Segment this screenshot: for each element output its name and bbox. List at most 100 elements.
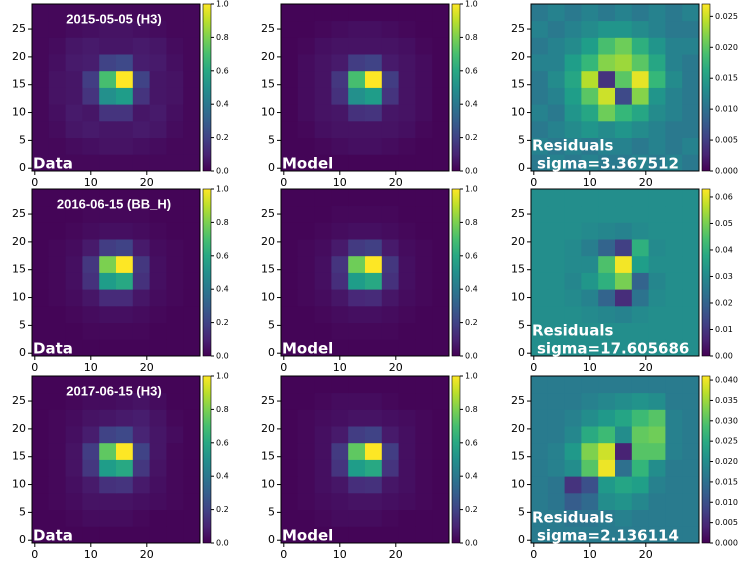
heatmap-cell [166, 426, 184, 444]
heatmap-cell [183, 239, 201, 257]
heatmap-cell [648, 289, 666, 307]
heatmap-cell [365, 339, 383, 357]
heatmap-cell [615, 426, 633, 444]
heatmap-cell [365, 87, 383, 105]
heatmap-cell [116, 442, 134, 460]
heatmap-cell [381, 255, 399, 273]
heatmap-cell [32, 526, 50, 544]
heatmap-cell [297, 409, 315, 427]
axes-frame [31, 375, 201, 544]
heatmap-cell [183, 54, 201, 72]
y-tick-label: 10 [511, 291, 525, 304]
y-tick-label: 20 [261, 50, 275, 63]
colorbar-tick-label: 0.0 [465, 539, 478, 548]
heatmap-cell [648, 70, 666, 88]
heatmap-cell [297, 154, 315, 172]
heatmap-cell [183, 392, 201, 410]
axes-frame [530, 188, 700, 357]
heatmap-cell [116, 87, 134, 105]
heatmap-cell [32, 222, 50, 240]
heatmap-cell [398, 322, 416, 340]
heatmap-cell [281, 376, 299, 394]
heatmap-cell [665, 272, 683, 290]
heatmap-cell [564, 459, 582, 477]
heatmap-cell [598, 4, 616, 22]
x-tick-label: 0 [280, 361, 287, 374]
heatmap-cell [564, 120, 582, 138]
heatmap-cell [314, 20, 332, 38]
heatmap-cell [132, 459, 150, 477]
heatmap-cell [314, 442, 332, 460]
heatmap-cell [99, 222, 117, 240]
colorbar-tick-label: 0.8 [465, 33, 478, 42]
heatmap-cell [331, 409, 349, 427]
y-tick-label: 25 [511, 22, 525, 35]
heatmap-cell [132, 70, 150, 88]
heatmap-cell [682, 442, 700, 460]
heatmap-cell [297, 376, 315, 394]
heatmap-cell [99, 120, 117, 138]
heatmap-cell [398, 87, 416, 105]
heatmap-cell [314, 476, 332, 494]
heatmap-cell [82, 222, 100, 240]
heatmap-cell [149, 305, 167, 323]
heatmap-cell [564, 137, 582, 155]
heatmap-cell [547, 20, 565, 38]
heatmap-cell [82, 392, 100, 410]
panel-annotation: Model [282, 155, 333, 173]
heatmap-cell [48, 476, 66, 494]
heatmap-cell [65, 120, 83, 138]
heatmap-cell [598, 376, 616, 394]
colorbar-tick-label: 0.6 [465, 438, 478, 447]
y-tick-label: 0 [19, 161, 26, 174]
heatmap-cell [398, 492, 416, 510]
heatmap-cell [547, 526, 565, 544]
heatmap-cell [665, 459, 683, 477]
heatmap-cell [331, 70, 349, 88]
heatmap-cell [682, 526, 700, 544]
heatmap-cell [665, 509, 683, 527]
heatmap-cell [547, 239, 565, 257]
heatmap-cell [381, 526, 399, 544]
colorbar-tick-label: 0.000 [715, 167, 738, 176]
heatmap-cell [615, 289, 633, 307]
heatmap-cell [631, 70, 649, 88]
heatmap-cell [682, 120, 700, 138]
heatmap-cell [564, 339, 582, 357]
heatmap-cell [281, 37, 299, 55]
heatmap-cell [65, 305, 83, 323]
heatmap-cell [381, 272, 399, 290]
heatmap-cell [648, 154, 666, 172]
heatmap-cell [531, 322, 549, 340]
heatmap-cell [381, 70, 399, 88]
heatmap-cell [581, 222, 599, 240]
heatmap-cell [648, 37, 666, 55]
heatmap-cell [682, 137, 700, 155]
heatmap-cell [32, 4, 50, 22]
heatmap-cell [415, 376, 433, 394]
colorbar-tick-label: 0.000 [715, 539, 738, 548]
heatmap-cell [183, 409, 201, 427]
heatmap-cell [432, 459, 450, 477]
heatmap-cell [82, 476, 100, 494]
heatmap-cell [564, 70, 582, 88]
heatmap-cell [82, 305, 100, 323]
heatmap-cell [82, 120, 100, 138]
colorbar-tick-label: 0.4 [465, 285, 478, 294]
heatmap-cell [598, 492, 616, 510]
heatmap-cell [32, 459, 50, 477]
heatmap-cell [531, 289, 549, 307]
heatmap-cell [32, 409, 50, 427]
heatmap-cell [348, 104, 366, 122]
heatmap-cell [665, 104, 683, 122]
y-tick-label: 15 [511, 263, 525, 276]
heatmap-cell [547, 272, 565, 290]
y-tick-label: 10 [261, 106, 275, 119]
heatmap-cell [99, 492, 117, 510]
panel-annotation: Residuals [532, 137, 613, 155]
heatmap-cell [398, 509, 416, 527]
y-tick-label: 20 [511, 422, 525, 435]
heatmap-cell [598, 37, 616, 55]
y-tick-label: 15 [261, 450, 275, 463]
